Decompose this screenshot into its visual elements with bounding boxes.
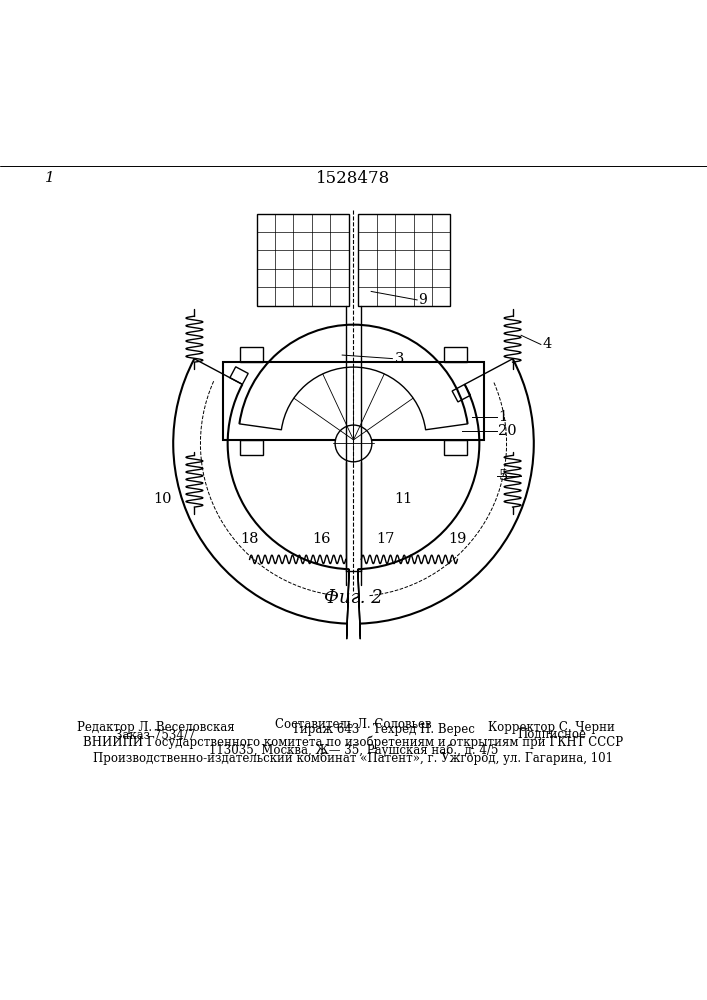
- Text: 19: 19: [448, 532, 467, 546]
- Text: Редактор Л. Веселовская: Редактор Л. Веселовская: [77, 721, 234, 734]
- Text: Тираж 643: Тираж 643: [291, 723, 359, 736]
- Text: 9: 9: [419, 293, 427, 307]
- Text: 18: 18: [240, 532, 259, 546]
- Bar: [444, 347, 467, 362]
- Text: ВНИИПИ Государственного комитета по изобретениям и открытиям при ГКНТ СССР: ВНИИПИ Государственного комитета по изоб…: [83, 736, 624, 749]
- Text: 20: 20: [498, 424, 517, 438]
- Text: Техред Н. Верес: Техред Н. Верес: [373, 723, 475, 736]
- Text: 4: 4: [542, 337, 551, 351]
- Text: Производственно-издательский комбинат «Патент», г. Ужгород, ул. Гагарина, 101: Производственно-издательский комбинат «П…: [93, 751, 614, 765]
- Bar: [240, 440, 263, 455]
- Text: Подписное: Подписное: [517, 728, 586, 741]
- Text: Составитель Л. Соловьев: Составитель Л. Соловьев: [275, 718, 432, 731]
- Text: 17: 17: [376, 532, 395, 546]
- Text: 10: 10: [153, 492, 172, 506]
- Text: 1528478: 1528478: [316, 170, 391, 187]
- Text: 3: 3: [395, 352, 404, 366]
- Text: Заказ 7534/7: Заказ 7534/7: [115, 729, 196, 742]
- Text: 113035, Москва, Ж— 35, Раушская наб., д. 4/5: 113035, Москва, Ж— 35, Раушская наб., д.…: [209, 744, 498, 757]
- Bar: [257, 214, 349, 306]
- Text: 1: 1: [45, 171, 54, 185]
- Bar: [240, 347, 263, 362]
- Text: Корректор С. Черни: Корректор С. Черни: [488, 721, 615, 734]
- Bar: [444, 440, 467, 455]
- Text: 1: 1: [498, 410, 508, 424]
- Text: 5: 5: [498, 469, 508, 483]
- Text: Фиг. 2: Фиг. 2: [324, 589, 383, 607]
- Bar: [223, 362, 484, 440]
- Circle shape: [335, 425, 372, 462]
- Text: 16: 16: [312, 532, 331, 546]
- Text: 11: 11: [394, 492, 412, 506]
- Bar: [358, 214, 450, 306]
